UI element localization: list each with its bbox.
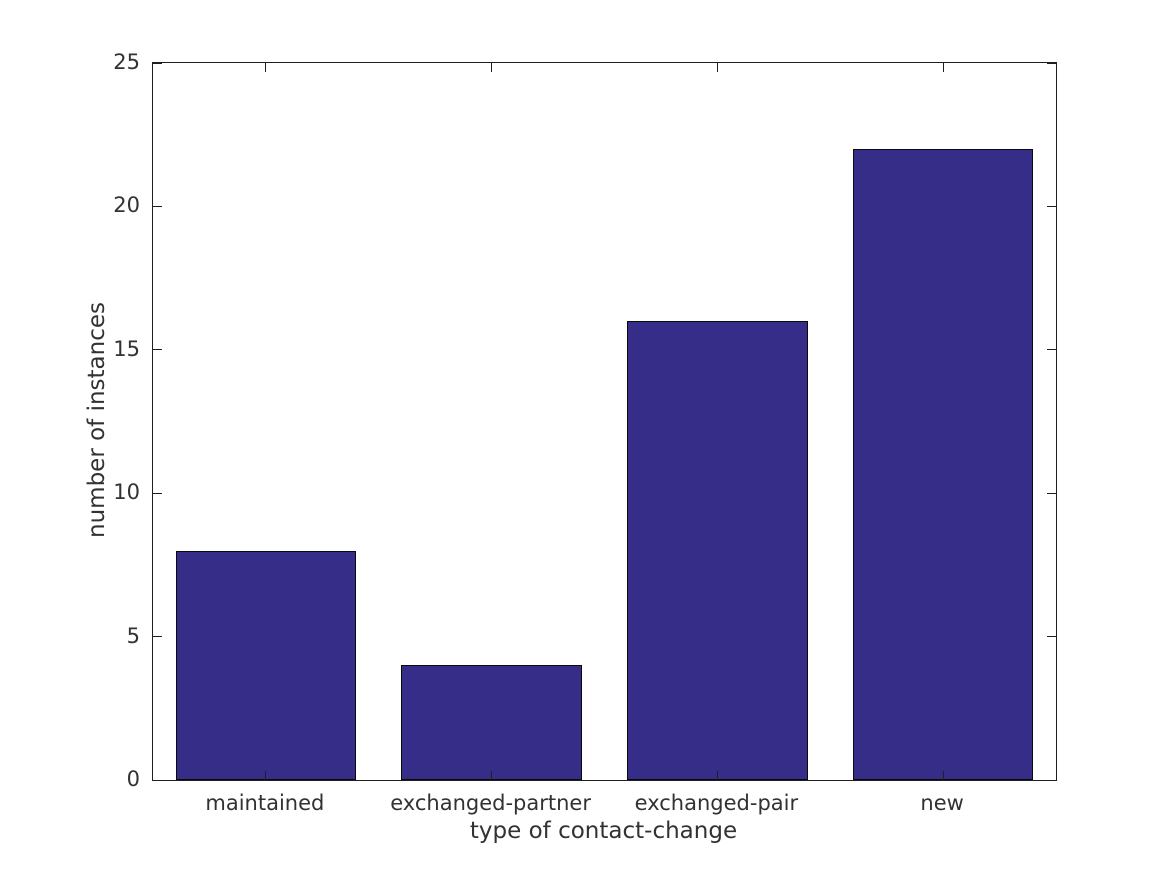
x-tick-top bbox=[491, 63, 493, 72]
plot-area bbox=[152, 62, 1057, 781]
y-tick-left bbox=[153, 349, 162, 351]
y-tick-label: 15 bbox=[113, 336, 140, 361]
y-axis-title: number of instances bbox=[84, 302, 110, 538]
y-tick-left bbox=[153, 779, 162, 781]
y-tick-label: 25 bbox=[113, 50, 140, 74]
x-tick-label-exchanged-partner: exchanged-partner bbox=[390, 791, 591, 815]
x-axis-title: type of contact-change bbox=[469, 818, 738, 844]
y-tick-label: 20 bbox=[113, 193, 140, 218]
bar-exchanged-pair bbox=[627, 321, 808, 780]
y-tick-right bbox=[1047, 349, 1056, 351]
x-tick-top bbox=[716, 63, 718, 72]
x-tick-label-new: new bbox=[920, 791, 964, 815]
y-tick-right bbox=[1047, 205, 1056, 207]
y-tick-left bbox=[153, 205, 162, 207]
x-tick-label-maintained: maintained bbox=[205, 791, 325, 815]
x-tick-top bbox=[942, 63, 944, 72]
y-tick-right bbox=[1047, 779, 1056, 781]
x-tick-bottom bbox=[491, 771, 493, 780]
y-tick-right bbox=[1047, 62, 1056, 64]
x-tick-top bbox=[265, 63, 267, 72]
y-tick-label: 10 bbox=[113, 480, 140, 505]
y-tick-left bbox=[153, 62, 162, 64]
y-tick-right bbox=[1047, 636, 1056, 638]
y-tick-right bbox=[1047, 492, 1056, 494]
y-tick-left bbox=[153, 636, 162, 638]
bar-maintained bbox=[175, 550, 357, 780]
y-tick-label: 0 bbox=[126, 767, 140, 791]
bar-exchanged-partner bbox=[401, 665, 582, 780]
x-tick-label-exchanged-pair: exchanged-pair bbox=[634, 791, 799, 815]
bar-new bbox=[852, 149, 1034, 780]
x-tick-bottom bbox=[716, 771, 718, 780]
x-tick-bottom bbox=[942, 771, 944, 780]
x-tick-bottom bbox=[265, 771, 267, 780]
y-tick-label: 5 bbox=[126, 623, 140, 648]
y-tick-left bbox=[153, 492, 162, 494]
